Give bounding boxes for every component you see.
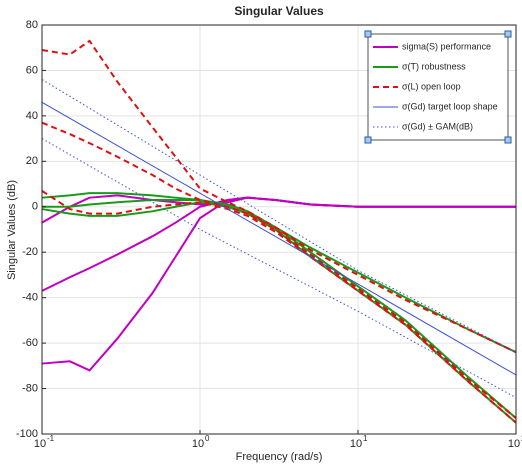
y-tick-label: -100 <box>16 428 38 440</box>
series-line <box>41 121 517 419</box>
x-tick-label: 10 <box>508 438 520 450</box>
selection-handle <box>504 30 512 38</box>
y-tick-label: 20 <box>26 155 38 167</box>
x-tick-exponent: 1 <box>363 434 368 443</box>
y-tick-label: 60 <box>26 64 38 76</box>
y-tick-label: -60 <box>22 337 38 349</box>
legend-label: σ(Gd) target loop shape <box>402 101 498 111</box>
y-tick-label: 40 <box>26 110 38 122</box>
series-line <box>42 198 517 419</box>
x-axis-label: Frequency (rad/s) <box>236 451 323 463</box>
axes-box <box>41 24 517 435</box>
legend-label: sigma(S) performance <box>402 41 491 51</box>
y-tick-label: 80 <box>26 19 38 31</box>
selection-handle <box>364 136 372 144</box>
legend-box <box>367 33 509 141</box>
x-tick-exponent: 0 <box>205 434 210 443</box>
y-axis-label: Singular Values (dB) <box>6 180 18 280</box>
series-line <box>41 101 517 376</box>
chart-title: Singular Values <box>234 4 324 18</box>
selection-handle <box>364 30 372 38</box>
x-tick-label: 10 <box>192 438 204 450</box>
x-tick-label: 10 <box>34 438 46 450</box>
selection-handle <box>504 136 512 144</box>
y-tick-label: -80 <box>22 382 38 394</box>
legend-label: σ(L) open loop <box>402 81 461 91</box>
legend[interactable]: sigma(S) performance σ(T) robustness σ(L) … <box>364 30 512 144</box>
series-line <box>41 39 517 354</box>
legend-label: σ(Gd) ± GAM(dB) <box>402 121 473 131</box>
y-tick-label: -20 <box>22 246 38 258</box>
y-tick-label: 0 <box>32 201 38 213</box>
series-line <box>41 79 517 353</box>
x-tick-label: 10 <box>350 438 362 450</box>
series-line <box>41 194 516 224</box>
legend-label: σ(T) robustness <box>402 61 466 71</box>
y-tick-label: -40 <box>22 292 38 304</box>
x-tick-exponent: -1 <box>47 434 55 443</box>
plot-area <box>41 39 517 424</box>
